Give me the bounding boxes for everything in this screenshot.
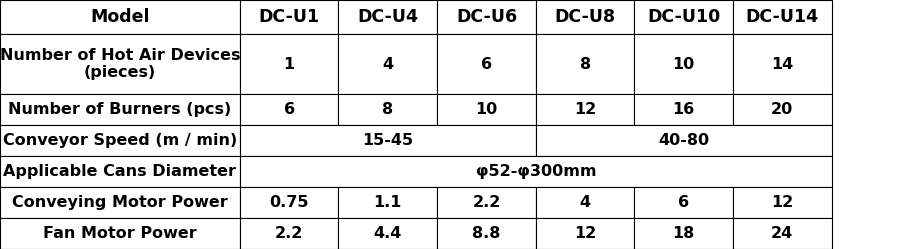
Bar [536,0,634,34]
Text: 15-45: 15-45 [362,133,414,148]
Bar [0,34,240,94]
Text: 40-80: 40-80 [658,133,710,148]
Text: DC-U8: DC-U8 [555,8,615,26]
Bar [240,156,832,187]
Bar [634,94,733,125]
Text: DC-U4: DC-U4 [357,8,418,26]
Bar [338,187,437,218]
Text: 18: 18 [672,226,695,241]
Text: 24: 24 [771,226,794,241]
Bar [240,34,338,94]
Text: DC-U1: DC-U1 [259,8,319,26]
Bar [437,94,536,125]
Text: 1: 1 [283,57,295,71]
Text: DC-U10: DC-U10 [647,8,720,26]
Bar [437,0,536,34]
Text: DC-U6: DC-U6 [456,8,517,26]
Text: 12: 12 [574,102,596,117]
Text: 8: 8 [579,57,591,71]
Bar [733,0,832,34]
Text: 8.8: 8.8 [472,226,500,241]
Text: 0.75: 0.75 [270,195,309,210]
Text: 8: 8 [382,102,394,117]
Bar [338,218,437,249]
Bar [733,34,832,94]
Bar [338,0,437,34]
Text: Applicable Cans Diameter: Applicable Cans Diameter [4,164,236,179]
Text: Number of Burners (pcs): Number of Burners (pcs) [8,102,232,117]
Text: 2.2: 2.2 [275,226,303,241]
Bar [634,187,733,218]
Text: DC-U14: DC-U14 [746,8,819,26]
Bar [0,125,240,156]
Bar [733,94,832,125]
Bar [733,218,832,249]
Text: 12: 12 [771,195,794,210]
Text: Model: Model [90,8,149,26]
Bar [536,187,634,218]
Text: Fan Motor Power: Fan Motor Power [43,226,196,241]
Bar [0,187,240,218]
Text: 14: 14 [771,57,794,71]
Text: 16: 16 [672,102,695,117]
Bar [536,34,634,94]
Bar [338,34,437,94]
Bar [0,94,240,125]
Bar [0,218,240,249]
Text: 6: 6 [283,102,295,117]
Text: 4.4: 4.4 [374,226,402,241]
Text: Conveying Motor Power: Conveying Motor Power [12,195,228,210]
Bar [240,218,338,249]
Bar [536,125,832,156]
Bar [536,218,634,249]
Bar [733,187,832,218]
Bar [634,218,733,249]
Text: 10: 10 [475,102,498,117]
Bar [634,0,733,34]
Bar [240,187,338,218]
Text: 12: 12 [574,226,596,241]
Bar [536,94,634,125]
Bar [0,0,240,34]
Text: 1.1: 1.1 [374,195,402,210]
Text: Number of Hot Air Devices
(pieces): Number of Hot Air Devices (pieces) [0,48,240,80]
Bar [634,34,733,94]
Text: 10: 10 [672,57,695,71]
Text: 6: 6 [678,195,690,210]
Bar [240,125,536,156]
Text: 6: 6 [481,57,492,71]
Bar [240,0,338,34]
Text: 20: 20 [771,102,794,117]
Text: 4: 4 [579,195,591,210]
Text: φ52-φ300mm: φ52-φ300mm [475,164,596,179]
Text: 2.2: 2.2 [472,195,500,210]
Text: Conveyor Speed (m / min): Conveyor Speed (m / min) [3,133,237,148]
Bar [437,218,536,249]
Bar [338,94,437,125]
Bar [437,34,536,94]
Bar [240,94,338,125]
Text: 4: 4 [382,57,394,71]
Bar [437,187,536,218]
Bar [0,156,240,187]
